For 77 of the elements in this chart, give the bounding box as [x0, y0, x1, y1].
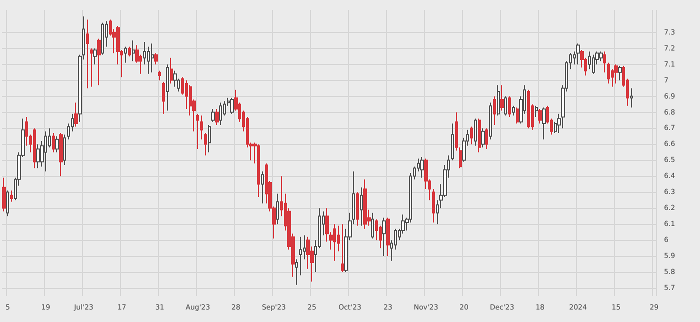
candlestick: [432, 188, 435, 224]
candlestick: [93, 48, 97, 65]
candlestick: [576, 43, 580, 65]
candlestick: [382, 217, 386, 257]
candlestick: [63, 134, 66, 166]
candlestick: [6, 190, 9, 217]
candlestick: [173, 70, 177, 88]
candlestick: [154, 52, 158, 65]
candlestick: [211, 108, 215, 122]
candlestick: [588, 51, 591, 70]
candlestick: [158, 70, 161, 81]
candlestick: [451, 122, 454, 161]
candlestick: [474, 118, 477, 146]
candlestick: [101, 22, 104, 56]
candlestick: [592, 54, 595, 74]
candlestick: [618, 65, 622, 81]
candlestick: [470, 126, 473, 145]
candlestick: [493, 96, 496, 126]
candlestick: [36, 144, 40, 169]
candlestick: [603, 51, 606, 73]
candlestick: [151, 43, 154, 73]
candlestick: [607, 62, 610, 84]
candlestick: [55, 136, 59, 153]
candlestick: [90, 48, 93, 88]
candlestick: [97, 38, 101, 86]
candlestick: [497, 84, 500, 116]
candlestick: [196, 113, 199, 150]
candlestick: [257, 144, 260, 198]
candlestick: [512, 105, 515, 116]
candlestick: [420, 156, 424, 178]
candlestick: [527, 89, 530, 129]
candlestick: [542, 106, 546, 140]
candlestick: [261, 170, 264, 204]
candlestick: [504, 96, 507, 116]
candlestick: [132, 40, 135, 62]
candlestick: [2, 177, 6, 212]
candlestick: [128, 46, 131, 57]
candlestick: [147, 46, 150, 74]
candlestick: [371, 212, 374, 239]
candlestick: [124, 46, 127, 64]
candlestick: [535, 105, 538, 118]
candlestick: [10, 190, 13, 202]
candlestick: [341, 224, 344, 273]
candlestick: [386, 217, 390, 257]
candlestick: [219, 102, 222, 126]
candlestick: [74, 102, 78, 128]
candlestick: [86, 19, 89, 89]
candlestick: [33, 128, 36, 169]
candlestick: [44, 130, 47, 172]
candlestick: [481, 128, 485, 148]
candlestick: [162, 81, 165, 114]
candlestick: [630, 88, 633, 108]
candlestick: [230, 97, 234, 114]
candlestick: [208, 124, 211, 153]
candlestick: [478, 118, 481, 153]
candlestick: [508, 96, 511, 118]
candlestick: [204, 132, 207, 156]
candlestick: [599, 51, 603, 62]
candlestick: [363, 178, 367, 230]
candlestick: [52, 132, 55, 153]
candlestick: [59, 132, 63, 177]
candlestick: [356, 192, 359, 226]
candlestick: [485, 128, 488, 150]
candlestick: [614, 64, 618, 84]
candlestick: [516, 106, 519, 124]
candlestick: [360, 186, 363, 226]
candlestick: [500, 84, 504, 112]
candlestick: [215, 108, 219, 126]
candlestick: [276, 193, 279, 225]
candlestick: [299, 236, 302, 276]
candlestick: [295, 258, 298, 286]
candlestick: [166, 64, 169, 112]
candlestick: [538, 108, 542, 124]
candlestick: [489, 102, 492, 140]
candlestick: [200, 114, 203, 140]
candlestick: [333, 224, 336, 262]
candlestick: [170, 57, 173, 84]
